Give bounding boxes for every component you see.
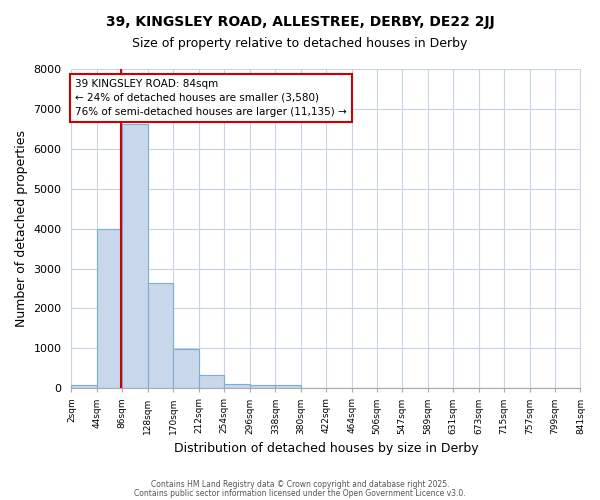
Bar <box>122 124 148 388</box>
Title: 39, KINGSLEY ROAD, ALLESTREE, DERBY, DE22 2JJ
Size of property relative to detac: 39, KINGSLEY ROAD, ALLESTREE, DERBY, DE2… <box>0 499 1 500</box>
Y-axis label: Number of detached properties: Number of detached properties <box>15 130 28 327</box>
Bar <box>71 385 97 388</box>
Bar <box>148 282 173 389</box>
X-axis label: Distribution of detached houses by size in Derby: Distribution of detached houses by size … <box>173 442 478 455</box>
Bar <box>173 349 199 389</box>
Text: Size of property relative to detached houses in Derby: Size of property relative to detached ho… <box>133 38 467 51</box>
Bar <box>199 376 224 388</box>
Bar <box>275 385 301 388</box>
Bar <box>97 228 122 388</box>
Text: Contains public sector information licensed under the Open Government Licence v3: Contains public sector information licen… <box>134 488 466 498</box>
Text: 39, KINGSLEY ROAD, ALLESTREE, DERBY, DE22 2JJ: 39, KINGSLEY ROAD, ALLESTREE, DERBY, DE2… <box>106 15 494 29</box>
Text: Contains HM Land Registry data © Crown copyright and database right 2025.: Contains HM Land Registry data © Crown c… <box>151 480 449 489</box>
Bar <box>250 385 275 388</box>
Bar <box>224 384 250 388</box>
Text: 39 KINGSLEY ROAD: 84sqm
← 24% of detached houses are smaller (3,580)
76% of semi: 39 KINGSLEY ROAD: 84sqm ← 24% of detache… <box>75 79 347 117</box>
